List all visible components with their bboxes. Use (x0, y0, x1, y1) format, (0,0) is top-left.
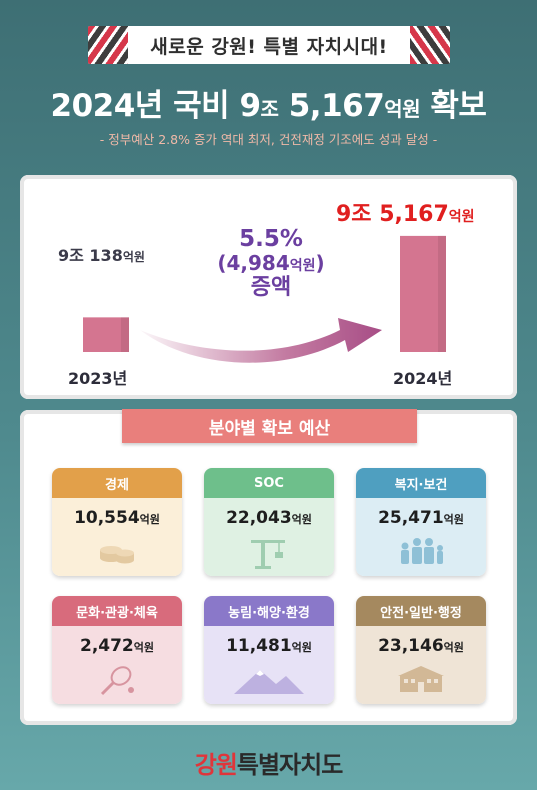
bar-shade (121, 317, 129, 352)
sector-card-label: 경제 (52, 468, 182, 498)
title-part1: 2024년 국비 9 (50, 88, 262, 124)
sector-card-amount: 22,043억원 (226, 508, 312, 528)
bar-2024 (400, 235, 446, 352)
bar-chart (83, 235, 446, 363)
sector-card-administration: 안전·일반·행정 23,146억원 (356, 596, 486, 704)
bar-shade (438, 235, 446, 352)
sector-card-soc: SOC 22,043억원 (204, 468, 334, 576)
bar-2024-value-label: 9조 5,167억원 (336, 202, 475, 227)
banner-stripes-left (88, 26, 128, 64)
mountain-icon (234, 670, 304, 694)
increase-percent: 5.5% (239, 226, 303, 252)
sector-title: 분야별 확보 예산 (122, 409, 417, 443)
sector-card-welfare: 복지·보건 25,471억원 (356, 468, 486, 576)
banner-stripes-right (410, 26, 450, 64)
title-part3: 확보 (420, 88, 487, 124)
family-icon (401, 538, 443, 564)
sector-card-label: 문화·관광·체육 (52, 596, 182, 626)
sector-card-amount: 23,146억원 (378, 636, 464, 656)
growth-arrow (140, 318, 382, 363)
crane-icon (251, 540, 285, 569)
bar-2023-value-label: 9조 138억원 (58, 246, 145, 265)
page-subtitle: - 정부예산 2.8% 증가 역대 최저, 건전재정 기조에도 성과 달성 - (99, 132, 438, 147)
bar-2023 (83, 317, 129, 352)
page-title: 2024년 국비 9조 5,167억원 확보 (0, 80, 537, 125)
bar-2024-category-label: 2024년 (393, 369, 453, 388)
sector-card-economy: 경제 10,554억원 (52, 468, 182, 576)
footer-logo-rest: 특별자치도 (236, 751, 343, 779)
sector-card-amount: 25,471억원 (378, 508, 464, 528)
coins-icon (100, 546, 134, 564)
sector-card-amount: 2,472억원 (79, 636, 155, 656)
increase-callout: 5.5% (4,984억원) 증액 (196, 226, 346, 301)
sector-card-label: 안전·일반·행정 (356, 596, 486, 626)
building-icon (398, 666, 444, 692)
increase-amount: (4,984억원) (217, 251, 325, 276)
sector-card-culture: 문화·관광·체육 2,472억원 (52, 596, 182, 704)
title-part2: 5,167 (278, 88, 385, 124)
footer-logo: 강원특별자치도 (0, 745, 537, 780)
bar-2023-category-label: 2023년 (68, 369, 128, 388)
sector-card-environment: 농림·해양·환경 11,481억원 (204, 596, 334, 704)
sector-card-label: 복지·보건 (356, 468, 486, 498)
title-unit1: 조 (260, 97, 279, 121)
sector-card-amount: 11,481억원 (226, 636, 312, 656)
sector-card-amount: 10,554억원 (74, 508, 160, 528)
sector-card-label: SOC (204, 468, 334, 498)
banner-text: 새로운 강원! 특별 자치시대! (150, 35, 388, 58)
increase-word: 증액 (250, 275, 292, 301)
racket-icon (100, 666, 134, 696)
sector-card-label: 농림·해양·환경 (204, 596, 334, 626)
top-banner: 새로운 강원! 특별 자치시대! (88, 26, 450, 64)
title-unit2: 억원 (384, 97, 421, 121)
footer-logo-accent: 강원 (194, 751, 238, 779)
